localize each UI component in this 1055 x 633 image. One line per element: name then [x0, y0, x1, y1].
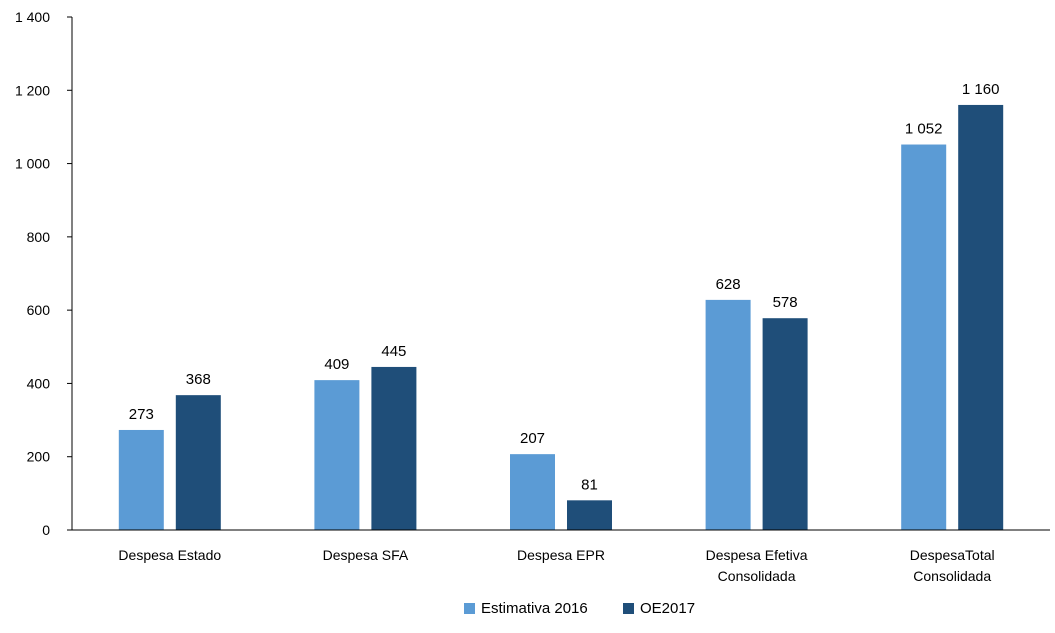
- x-category-label: Consolidada: [718, 568, 796, 584]
- x-category-label: Despesa SFA: [323, 547, 409, 563]
- bar-oe2017: [371, 366, 417, 530]
- data-label: 81: [581, 476, 598, 493]
- data-labels: 273 368 409 445 207 81 628 578 1 052 1 160: [129, 81, 1000, 493]
- bar-estimativa-2016: [705, 299, 751, 530]
- bar-oe2017: [958, 104, 1004, 530]
- x-category-label: DespesaTotal: [910, 547, 995, 563]
- x-category-label: Despesa Efetiva: [706, 547, 808, 563]
- y-tick-label: 400: [27, 375, 51, 391]
- bar-oe2017: [762, 318, 808, 530]
- data-label: 628: [716, 276, 741, 293]
- data-label: 368: [186, 371, 211, 388]
- bars: [118, 104, 1004, 530]
- legend-label: Estimativa 2016: [481, 600, 588, 617]
- y-tick-label: 0: [42, 522, 50, 538]
- data-label: 273: [129, 406, 154, 423]
- data-label: 445: [381, 343, 406, 360]
- bar-oe2017: [175, 395, 221, 530]
- y-tick-label: 1 400: [15, 9, 50, 25]
- x-category-label: Consolidada: [913, 568, 991, 584]
- bar-estimativa-2016: [314, 380, 360, 530]
- bar-estimativa-2016: [118, 429, 164, 530]
- data-label: 1 052: [905, 121, 943, 138]
- bar-estimativa-2016: [510, 454, 555, 530]
- y-tick-label: 600: [27, 302, 51, 318]
- legend-swatch-estimativa-2016: [464, 603, 475, 614]
- y-tick-label: 1 200: [15, 82, 50, 98]
- y-tick-label: 1 000: [15, 156, 50, 172]
- x-category-label: Despesa EPR: [517, 547, 605, 563]
- legend-swatch-oe2017: [623, 603, 634, 614]
- y-tick-label: 200: [27, 449, 51, 465]
- x-category-label: Despesa Estado: [118, 547, 221, 563]
- x-axis: Despesa Estado Despesa SFA Despesa EPR Desp…: [72, 529, 1050, 584]
- bar-oe2017: [567, 500, 612, 530]
- bar-estimativa-2016: [901, 144, 947, 530]
- data-label: 409: [324, 356, 349, 373]
- data-label: 1 160: [962, 81, 1000, 98]
- y-axis: 0 200 400 600 800 1 000 1 200 1 400: [15, 9, 73, 538]
- y-tick-label: 800: [27, 229, 51, 245]
- data-label: 207: [520, 430, 545, 447]
- legend-label: OE2017: [640, 600, 695, 617]
- data-label: 578: [773, 294, 798, 311]
- legend: Estimativa 2016 OE2017: [464, 600, 695, 617]
